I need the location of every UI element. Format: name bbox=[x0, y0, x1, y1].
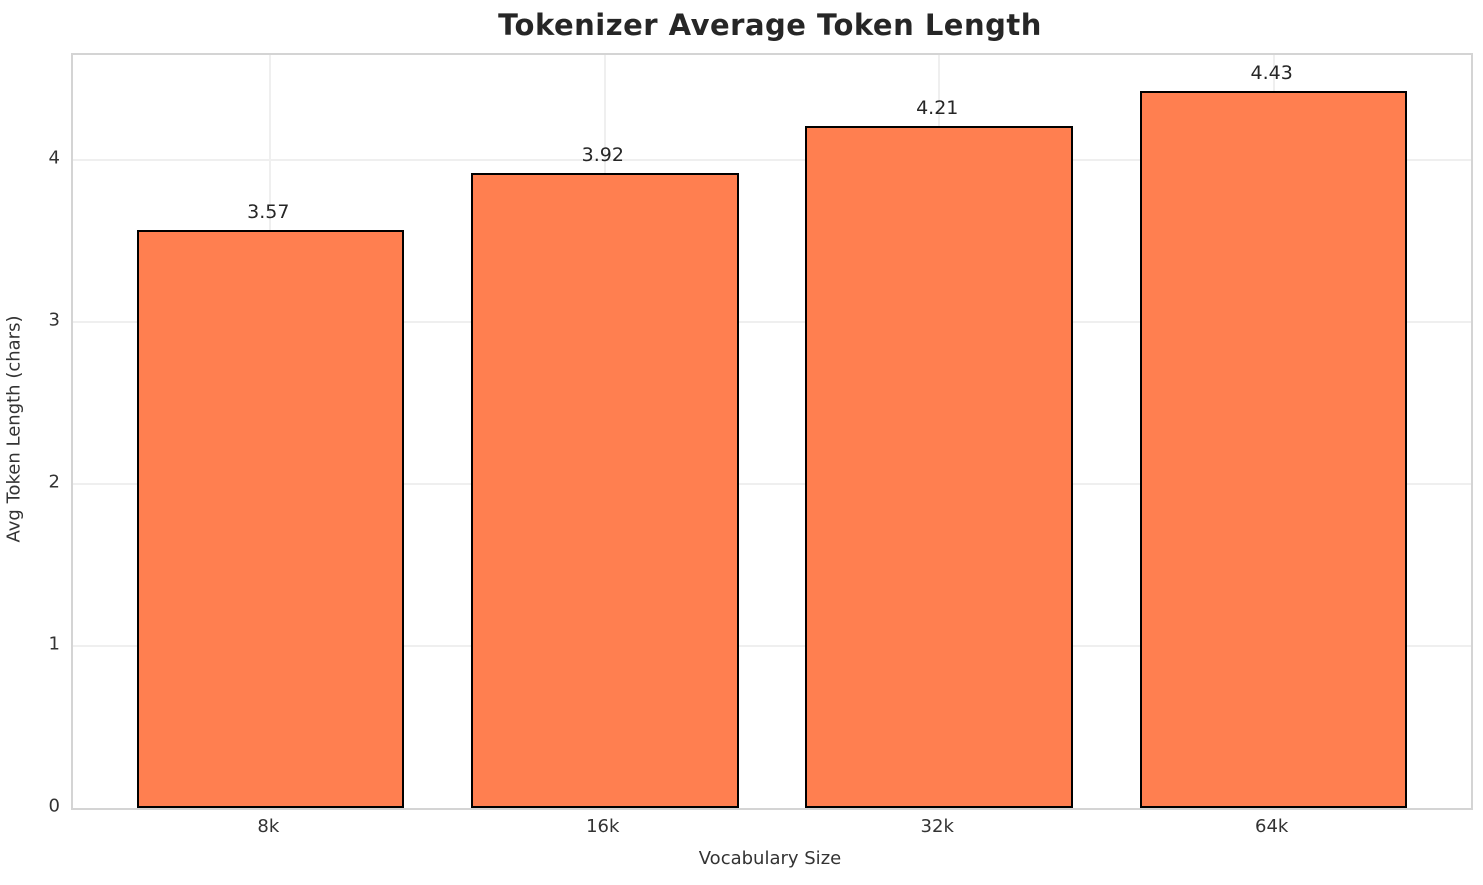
x-tick-label-16k: 16k bbox=[586, 816, 620, 837]
y-tick-label-0: 0 bbox=[48, 795, 60, 817]
bar-16k bbox=[470, 173, 739, 808]
x-tick-label-32k: 32k bbox=[920, 816, 954, 837]
gridline-y-4 bbox=[73, 159, 1471, 162]
gridline-y-2 bbox=[73, 483, 1471, 486]
plot-area bbox=[71, 53, 1473, 810]
bar-32k bbox=[805, 126, 1073, 808]
x-axis-label: Vocabulary Size bbox=[698, 848, 842, 869]
y-tick-label-3: 3 bbox=[48, 309, 60, 331]
gridline-y-1 bbox=[73, 645, 1471, 648]
y-tick-label-2: 2 bbox=[48, 471, 60, 493]
bar-64k bbox=[1139, 90, 1408, 808]
y-tick-label-1: 1 bbox=[48, 633, 60, 655]
y-axis-label: Avg Token Length (chars) bbox=[3, 315, 25, 543]
gridline-y-3 bbox=[73, 321, 1471, 324]
bar-value-label-64k: 4.43 bbox=[1250, 61, 1293, 84]
x-tick-label-64k: 64k bbox=[1255, 816, 1289, 837]
chart-title: Tokenizer Average Token Length bbox=[498, 8, 1042, 42]
bar-value-label-32k: 4.21 bbox=[916, 97, 959, 120]
bar-value-label-8k: 3.57 bbox=[247, 200, 290, 223]
y-tick-label-4: 4 bbox=[48, 147, 60, 169]
bar-value-label-16k: 3.92 bbox=[581, 144, 624, 167]
bar-8k bbox=[136, 229, 405, 808]
x-tick-label-8k: 8k bbox=[257, 816, 280, 837]
